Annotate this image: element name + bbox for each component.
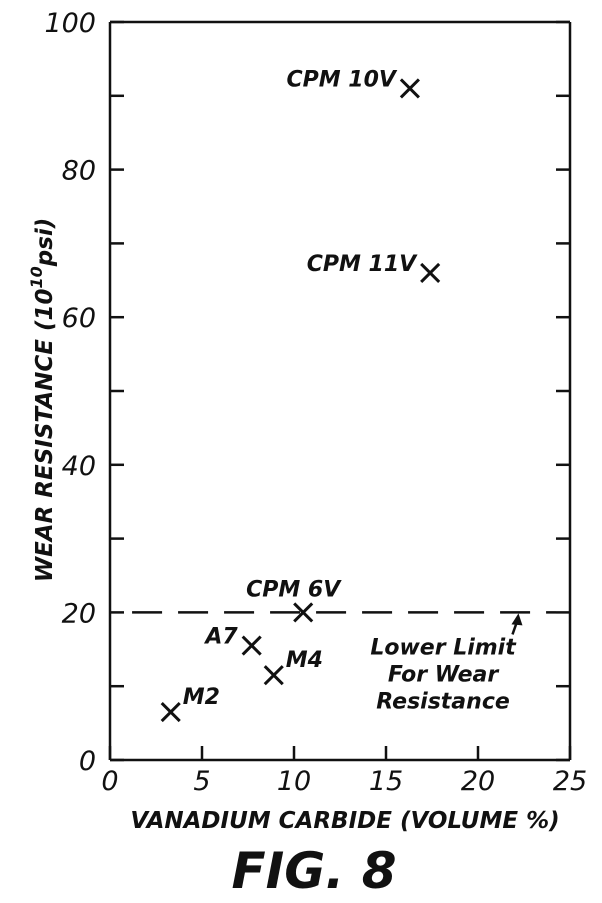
data-point-label: M2: [183, 685, 220, 710]
data-point-marker: [160, 701, 181, 723]
data-point: CPM 10V: [286, 67, 420, 99]
data-point-label: CPM 6V: [246, 577, 342, 602]
data-point: CPM 6V: [246, 577, 342, 623]
x-tick-label: 5: [193, 766, 210, 797]
x-tick-label: 25: [553, 766, 587, 797]
data-point: M2: [160, 685, 220, 723]
annotation-line: Resistance: [376, 689, 510, 714]
annotation-line: For Wear: [388, 662, 500, 687]
x-tick-label: 10: [277, 766, 311, 797]
figure-caption: FIG. 8: [232, 842, 397, 900]
y-tick-label: 80: [62, 156, 96, 187]
ticks: 0 20 40 60 80 100 0 5 10 15 20 25: [44, 8, 587, 797]
annotation-arrow-head: [511, 613, 523, 626]
y-axis-title-superscript: 10: [27, 266, 46, 288]
data-point-label: CPM 11V: [307, 252, 418, 277]
x-axis-title: VANADIUM CARBIDE (VOLUME %): [130, 808, 559, 834]
y-axis-title: WEAR RESISTANCE (1010psi): [27, 218, 58, 583]
data-point: CPM 11V: [307, 252, 441, 283]
x-tick-label: 15: [369, 766, 403, 797]
x-tick-label: 20: [461, 766, 495, 797]
y-tick-label: 0: [79, 746, 96, 777]
x-tick-label: 0: [101, 766, 118, 797]
data-point-marker: [399, 78, 420, 99]
data-point-label: M4: [286, 648, 323, 673]
data-points: CPM 10V CPM 11V CPM 6V A7 M4 M2: [160, 67, 441, 723]
annotation-line: Lower Limit: [370, 635, 517, 660]
y-tick-label: 100: [44, 8, 96, 39]
y-axis-title-tail: psi): [32, 218, 58, 268]
y-axis-title-main: WEAR RESISTANCE (10: [32, 289, 58, 583]
y-tick-label: 40: [62, 451, 96, 482]
data-point-marker: [241, 635, 262, 656]
data-point: A7: [203, 625, 262, 656]
data-point-marker: [293, 602, 314, 623]
y-tick-label: 60: [62, 303, 96, 334]
y-tick-label: 20: [62, 598, 96, 629]
data-point-label: A7: [203, 625, 238, 650]
data-point-marker: [263, 665, 284, 686]
data-point: M4: [263, 648, 323, 686]
data-point-marker: [420, 262, 441, 283]
data-point-label: CPM 10V: [286, 67, 397, 92]
